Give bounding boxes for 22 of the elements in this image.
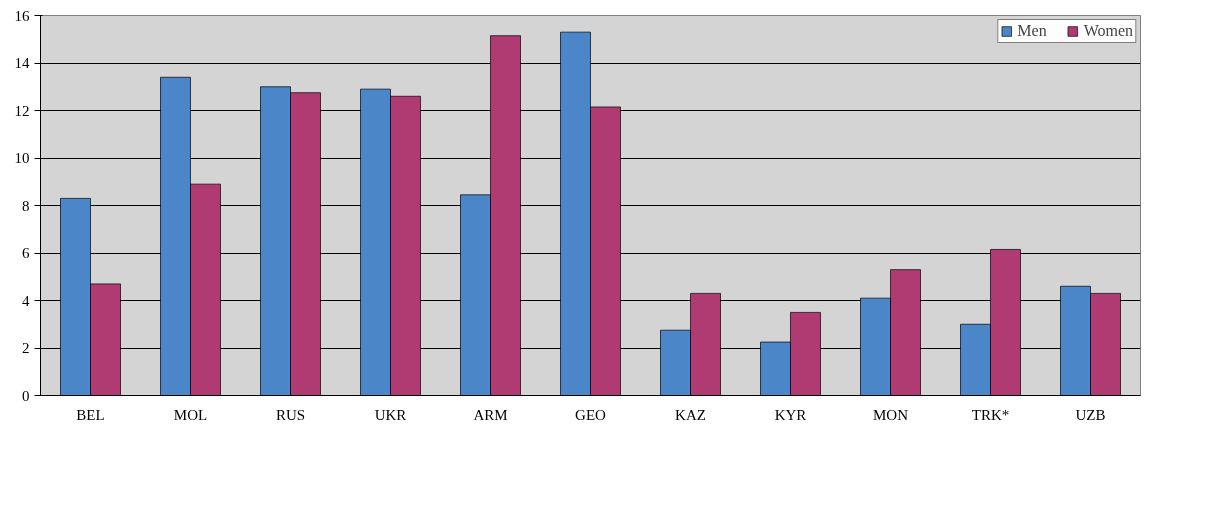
x-tick-label: RUS xyxy=(275,406,306,423)
x-tick-label: KAZ xyxy=(675,406,706,423)
y-tick-label: 12 xyxy=(14,102,30,119)
x-tick-label: KYR xyxy=(774,406,807,423)
y-tick-label: 0 xyxy=(22,387,30,404)
legend-label: Women xyxy=(1083,22,1133,40)
y-tick-label: 2 xyxy=(22,340,30,356)
y-tick-label: 8 xyxy=(22,197,30,214)
y-tick-label: 4 xyxy=(22,292,30,309)
y-tick-label: 6 xyxy=(22,245,30,261)
x-tick-label: MOL xyxy=(173,406,208,423)
x-tick-label: GEO xyxy=(575,406,607,423)
x-tick-label: UKR xyxy=(374,406,407,423)
x-tick-label: ARM xyxy=(473,406,508,423)
y-tick-label: 10 xyxy=(14,150,30,166)
y-tick-label: 14 xyxy=(14,55,30,71)
x-tick-label: TRK* xyxy=(971,406,1010,423)
x-tick-label: BEL xyxy=(76,406,105,423)
legend-label: Men xyxy=(1017,22,1047,40)
x-tick-label: MON xyxy=(873,406,909,423)
y-tick-label: 16 xyxy=(14,7,30,24)
x-tick-label: UZB xyxy=(1075,406,1106,423)
